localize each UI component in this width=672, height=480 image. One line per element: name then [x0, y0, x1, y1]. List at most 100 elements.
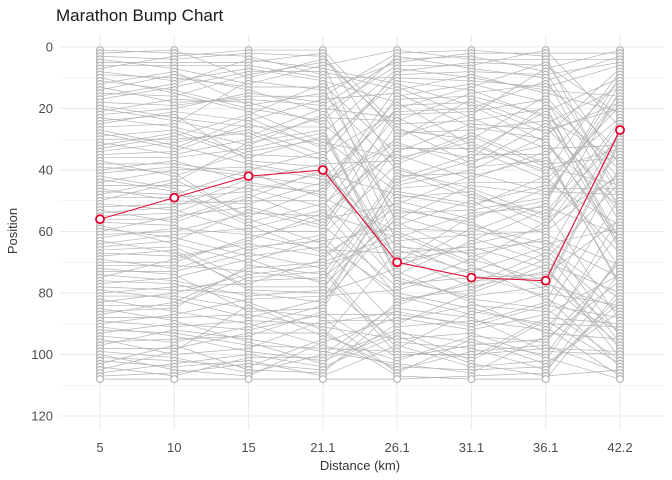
runner-line: [99, 145, 621, 297]
runner-line: [99, 95, 621, 251]
runner-line: [99, 206, 621, 278]
y-tick-label: 100: [31, 347, 53, 362]
y-tick-label: 20: [39, 101, 53, 116]
runner-line: [100, 49, 621, 223]
runner-line: [99, 55, 621, 192]
runner-line: [100, 172, 621, 254]
runner-line: [99, 228, 621, 349]
runner-line: [99, 215, 621, 374]
x-tick-label: 5: [96, 440, 103, 455]
runner-line: [99, 298, 621, 371]
runner-line: [99, 228, 621, 331]
runner-line: [99, 68, 621, 171]
runner-line: [99, 142, 621, 291]
runner-line: [99, 246, 621, 368]
background-lines: [99, 49, 621, 380]
x-tick-label: 21.1: [310, 440, 335, 455]
highlight-point: [169, 192, 180, 203]
y-tick-label: 120: [31, 409, 53, 424]
runner-line: [99, 108, 621, 241]
runner-line: [99, 68, 621, 186]
tick-labels: 0 20 40 60 80 100 120 5 10 15 21.1 26.1 31.1 36.1 42.2: [31, 40, 632, 456]
runner-line: [99, 92, 621, 288]
runner-line: [99, 80, 621, 162]
runner-line: [99, 197, 621, 355]
runner-line: [99, 117, 621, 235]
runner-line: [99, 49, 620, 85]
runner-point: [393, 375, 402, 384]
x-tick-label: 15: [241, 440, 255, 455]
runner-line: [100, 80, 621, 263]
runner-line: [99, 206, 621, 346]
runner-point: [170, 375, 179, 384]
highlight-line: [99, 129, 621, 282]
runner-line: [99, 206, 621, 257]
runner-line: [99, 74, 621, 269]
runner-line: [99, 188, 620, 294]
runner-line: [100, 68, 621, 159]
runner-line: [99, 83, 621, 288]
highlight-point: [466, 272, 477, 283]
runner-line: [99, 98, 621, 205]
runner-line: [100, 314, 621, 380]
highlight-layer: [95, 125, 625, 286]
x-tick-label: 36.1: [533, 440, 558, 455]
x-tick-label: 26.1: [384, 440, 409, 455]
runner-point: [615, 375, 624, 384]
runner-line: [100, 271, 621, 380]
runner-line: [99, 308, 621, 374]
runner-line: [99, 132, 621, 214]
runner-line: [99, 49, 621, 128]
runner-line: [99, 262, 621, 371]
runner-point: [467, 375, 476, 384]
runner-line: [100, 172, 621, 282]
y-tick-label: 40: [39, 163, 53, 178]
runner-line: [99, 52, 620, 128]
runner-line: [100, 132, 621, 285]
y-tick-label: 80: [39, 286, 53, 301]
runner-line: [99, 280, 621, 358]
runner-line: [99, 62, 621, 159]
runner-line: [99, 62, 621, 149]
runner-line: [99, 264, 621, 377]
y-tick-label: 60: [39, 224, 53, 239]
y-tick-label: 0: [46, 40, 53, 55]
runner-line: [99, 268, 621, 325]
runner-line: [99, 166, 621, 334]
y-axis-label: Position: [5, 208, 20, 254]
runner-line: [99, 132, 621, 278]
highlight-point: [243, 171, 254, 182]
chart-title: Marathon Bump Chart: [56, 6, 224, 25]
runner-line: [100, 252, 621, 349]
runner-point: [541, 375, 550, 384]
runner-line: [99, 304, 621, 328]
runner-line: [99, 83, 621, 195]
runner-line: [99, 71, 621, 174]
runner-line: [99, 139, 621, 297]
runner-line: [99, 105, 621, 321]
runner-line: [99, 49, 621, 201]
runner-line: [99, 255, 621, 377]
highlight-point: [95, 214, 105, 225]
runner-line: [99, 86, 621, 217]
runner-line: [99, 120, 621, 312]
runner-line: [100, 271, 621, 355]
runner-line: [99, 101, 621, 248]
runner-line: [99, 92, 621, 245]
runner-line: [99, 181, 621, 318]
runner-line: [99, 335, 621, 377]
runner-line: [100, 89, 621, 263]
runner-line: [99, 172, 621, 303]
runner-point: [95, 375, 104, 384]
runner-line: [99, 71, 621, 112]
runner-line: [99, 55, 621, 156]
x-axis-label: Distance (km): [320, 458, 400, 473]
runner-line: [99, 274, 621, 377]
runner-line: [99, 280, 621, 380]
runner-point: [318, 375, 327, 384]
runner-line: [99, 129, 621, 361]
highlight-point: [540, 275, 551, 286]
runner-line: [99, 317, 621, 358]
